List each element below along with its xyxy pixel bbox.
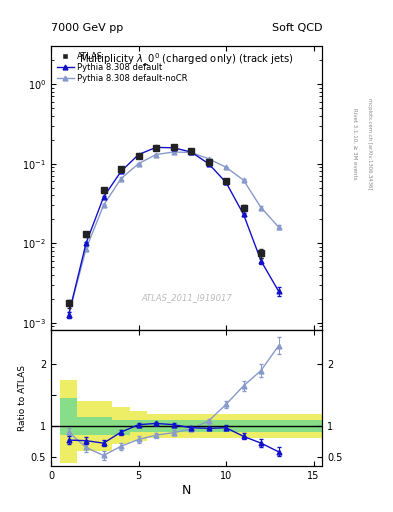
Text: Soft QCD: Soft QCD [272,23,322,33]
Text: Rivet 3.1.10, ≥ 3M events: Rivet 3.1.10, ≥ 3M events [352,108,357,179]
Text: mcplots.cern.ch [arXiv:1306.3436]: mcplots.cern.ch [arXiv:1306.3436] [367,98,373,189]
Legend: ATLAS, Pythia 8.308 default, Pythia 8.308 default-noCR: ATLAS, Pythia 8.308 default, Pythia 8.30… [55,50,189,85]
X-axis label: N: N [182,483,191,497]
Text: Multiplicity $\lambda\_0^0$ (charged only) (track jets): Multiplicity $\lambda\_0^0$ (charged onl… [79,52,294,69]
Y-axis label: Ratio to ATLAS: Ratio to ATLAS [18,365,27,431]
Text: 7000 GeV pp: 7000 GeV pp [51,23,123,33]
Text: ATLAS_2011_I919017: ATLAS_2011_I919017 [141,293,232,302]
